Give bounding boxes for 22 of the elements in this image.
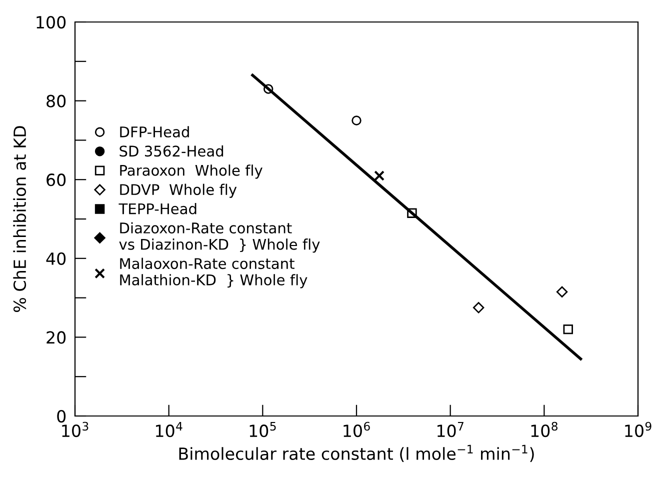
legend-label: Paraoxon Whole fly [120,164,262,179]
legend-label: Diazoxon-Rate constant vs Diazinon-KD } Whole fly [119,222,320,253]
y-tick-label: 40 [46,252,66,265]
x-tick-label: 10$^{5}$ [250,422,276,438]
legend-label: DDVP Whole fly [120,184,237,198]
x-tick-label: 10$^{9}$ [625,422,652,438]
x-tick-label: 10$^{8}$ [531,422,558,438]
legend-label: DFP-Head [120,126,189,138]
legend-label: TEPP-Head [118,203,196,214]
y-tick-label: 20 [46,331,66,344]
x-tick-label: 10$^{6}$ [344,422,370,438]
x-tick-label: 10$^{4}$ [156,422,182,438]
legend-label: Malaoxon-Rate constant Malathion-KD } Whole fly [120,258,308,288]
y-axis-title: % ChE inhibition at KD [13,126,26,312]
y-tick-label: 100 [36,16,66,29]
x-axis-title: Bimolecular rate constant (l mole$^{−1}$ min$^{−1}$) [179,444,534,462]
x-tick-label: 10$^{3}$ [62,422,88,438]
y-tick-label: 0 [57,410,66,423]
legend-label: SD 3562-Head [120,145,224,157]
y-tick-label: 80 [46,94,66,108]
y-tick-label: 60 [46,174,66,186]
x-tick-label: 10$^{7}$ [437,422,464,438]
